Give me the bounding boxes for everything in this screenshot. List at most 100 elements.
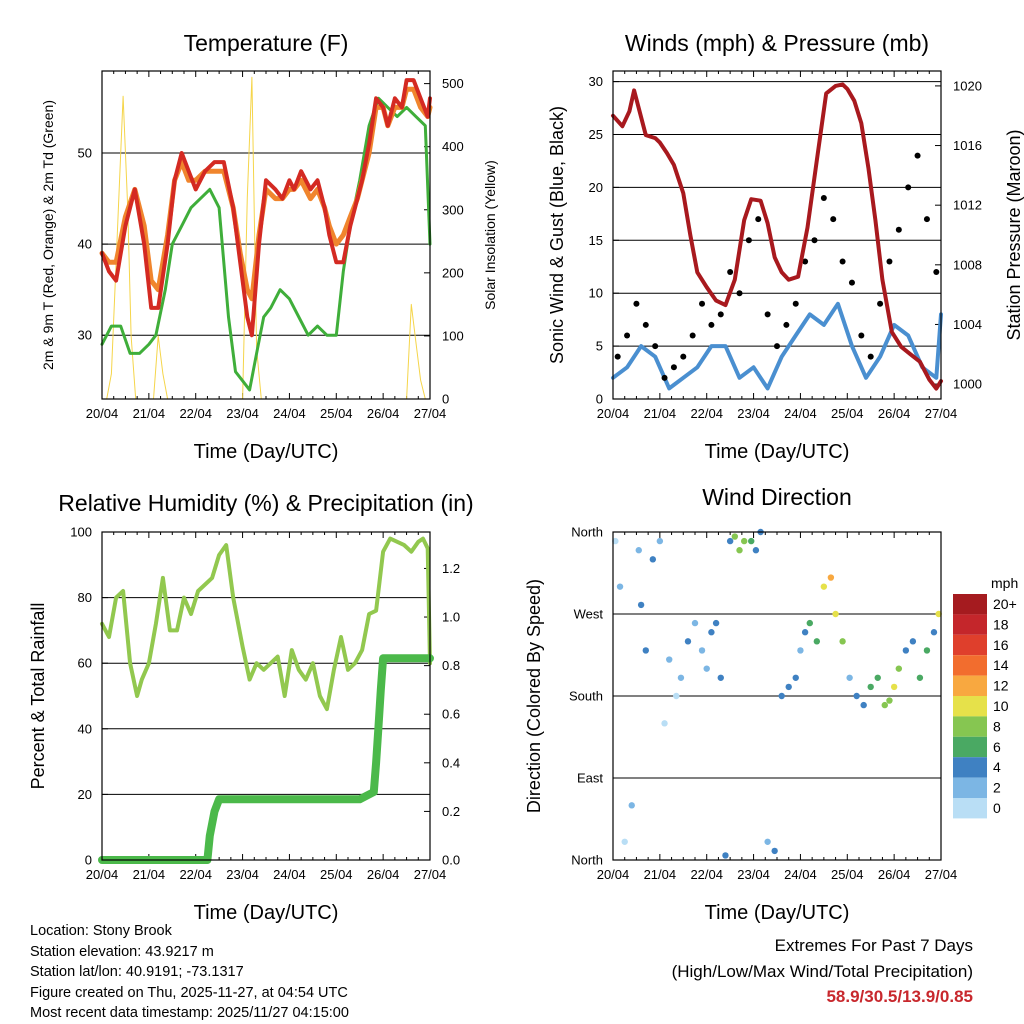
extremes-title: Extremes For Past 7 Days bbox=[774, 936, 973, 955]
x-tick-label: 26/04 bbox=[878, 406, 911, 421]
direction-point bbox=[813, 638, 821, 645]
gust-point bbox=[886, 258, 893, 265]
y-tick-label: 30 bbox=[589, 74, 603, 89]
direction-point bbox=[661, 720, 668, 727]
direction-point bbox=[832, 610, 839, 618]
direction-point bbox=[649, 556, 657, 563]
y-tick-label: 20 bbox=[78, 787, 92, 802]
y2-tick-label: 1016 bbox=[953, 138, 982, 153]
y2-axis-label: Station Pressure (Maroon) bbox=[1004, 129, 1024, 340]
direction-point bbox=[890, 683, 898, 691]
direction-point bbox=[909, 638, 917, 645]
x-axis-label: Time (Day/UTC) bbox=[194, 441, 339, 463]
y-tick-label: 40 bbox=[78, 237, 92, 252]
insolation-line bbox=[101, 76, 431, 400]
gust-point bbox=[633, 300, 640, 307]
x-tick-label: 25/04 bbox=[831, 406, 864, 421]
colorbar-label: 20+ bbox=[993, 596, 1017, 612]
direction-point bbox=[616, 583, 624, 590]
colorbar-label: 12 bbox=[993, 678, 1009, 694]
t2m-line bbox=[100, 78, 432, 338]
y-axis-label: 2m & 9m T (Red, Orange) & 2m Td (Green) bbox=[40, 100, 56, 370]
x-tick-label: 20/04 bbox=[597, 867, 630, 882]
direction-point bbox=[731, 533, 739, 540]
direction-point bbox=[935, 610, 942, 618]
direction-point bbox=[736, 547, 743, 554]
gust-point bbox=[839, 258, 846, 265]
y2-tick-label: 0.2 bbox=[442, 804, 460, 819]
x-tick-label: 21/04 bbox=[133, 406, 166, 421]
gust-point bbox=[811, 237, 818, 244]
y-tick-label: North bbox=[571, 853, 603, 868]
y-tick-label: North bbox=[571, 525, 603, 540]
direction-point bbox=[642, 647, 649, 654]
gust-point bbox=[624, 332, 631, 339]
direction-point bbox=[881, 701, 888, 709]
plot-frame bbox=[612, 70, 942, 400]
gust-point bbox=[642, 321, 649, 328]
colorbar-swatch bbox=[953, 757, 987, 778]
direction-point bbox=[886, 697, 893, 704]
y2-tick-label: 300 bbox=[442, 202, 464, 217]
plot-frame bbox=[612, 531, 942, 861]
direction-point bbox=[916, 674, 924, 681]
y2-tick-label: 1004 bbox=[953, 317, 982, 332]
panel-wind-direction: Wind Direction Time (Day/UTC) Direction (C… bbox=[524, 484, 957, 924]
direction-point bbox=[677, 674, 685, 681]
direction-point bbox=[874, 674, 881, 681]
direction-point bbox=[846, 674, 853, 681]
x-tick-label: 24/04 bbox=[784, 867, 817, 882]
gust-point bbox=[895, 226, 902, 233]
extremes-values: 58.9/30.5/13.9/0.85 bbox=[826, 987, 973, 1006]
humidity-line bbox=[100, 536, 432, 712]
y2-tick-label: 100 bbox=[442, 328, 464, 343]
x-tick-label: 23/04 bbox=[737, 406, 770, 421]
y-tick-label: 20 bbox=[589, 180, 603, 195]
y2-tick-label: 1.0 bbox=[442, 610, 460, 625]
station-location: Location: Stony Brook bbox=[30, 923, 172, 939]
panel-winds: Winds (mph) & Pressure (mb) Time (Day/UTC… bbox=[547, 30, 1024, 463]
colorbar-swatch bbox=[953, 675, 987, 696]
colorbar-swatch bbox=[953, 798, 987, 819]
direction-point bbox=[792, 674, 799, 681]
colorbar-swatch bbox=[953, 655, 987, 676]
gust-point bbox=[670, 364, 677, 371]
x-tick-label: 25/04 bbox=[320, 867, 353, 882]
direction-point bbox=[895, 665, 903, 672]
x-tick-label: 23/04 bbox=[226, 867, 259, 882]
station-info: Location: Stony Brook Station elevation:… bbox=[30, 921, 349, 1024]
direction-point bbox=[930, 629, 938, 636]
panel-humidity: Relative Humidity (%) & Precipitation (i… bbox=[28, 490, 474, 924]
x-axis-label: Time (Day/UTC) bbox=[194, 902, 339, 924]
x-tick-label: 25/04 bbox=[831, 867, 864, 882]
y2-tick-label: 500 bbox=[442, 76, 464, 91]
y-tick-label: 25 bbox=[589, 127, 603, 142]
x-tick-label: 21/04 bbox=[644, 406, 677, 421]
wind-line bbox=[611, 301, 943, 391]
station-elevation: Station elevation: 43.9217 m bbox=[30, 943, 214, 960]
colorbar-swatch bbox=[953, 716, 987, 737]
figure-created: Figure created on Thu, 2025-11-27, at 04… bbox=[30, 984, 348, 1001]
speed-colorbar: mph 20+ 18 16 14 12 10 8 6 4 2 0 bbox=[953, 575, 1018, 819]
colorbar-label: 0 bbox=[993, 800, 1001, 816]
direction-point bbox=[785, 683, 792, 691]
gust-point bbox=[736, 290, 743, 297]
y2-tick-label: 200 bbox=[442, 265, 464, 280]
y-tick-label: 50 bbox=[78, 146, 92, 161]
direction-point bbox=[801, 629, 809, 636]
x-axis-label: Time (Day/UTC) bbox=[705, 902, 850, 924]
y-tick-label: 40 bbox=[78, 721, 92, 736]
direction-point bbox=[764, 838, 771, 845]
colorbar-swatch bbox=[953, 736, 987, 758]
direction-point bbox=[666, 656, 673, 663]
colorbar-label: 18 bbox=[993, 616, 1009, 632]
colorbar-label: 14 bbox=[993, 657, 1009, 673]
y2-tick-label: 1000 bbox=[953, 377, 982, 392]
direction-point bbox=[867, 683, 874, 691]
colorbar-swatch bbox=[953, 777, 987, 798]
chart-title: Winds (mph) & Pressure (mb) bbox=[625, 30, 929, 56]
colorbar-label: 2 bbox=[993, 780, 1001, 796]
y-tick-label: West bbox=[574, 607, 604, 622]
gust-point bbox=[905, 184, 912, 191]
